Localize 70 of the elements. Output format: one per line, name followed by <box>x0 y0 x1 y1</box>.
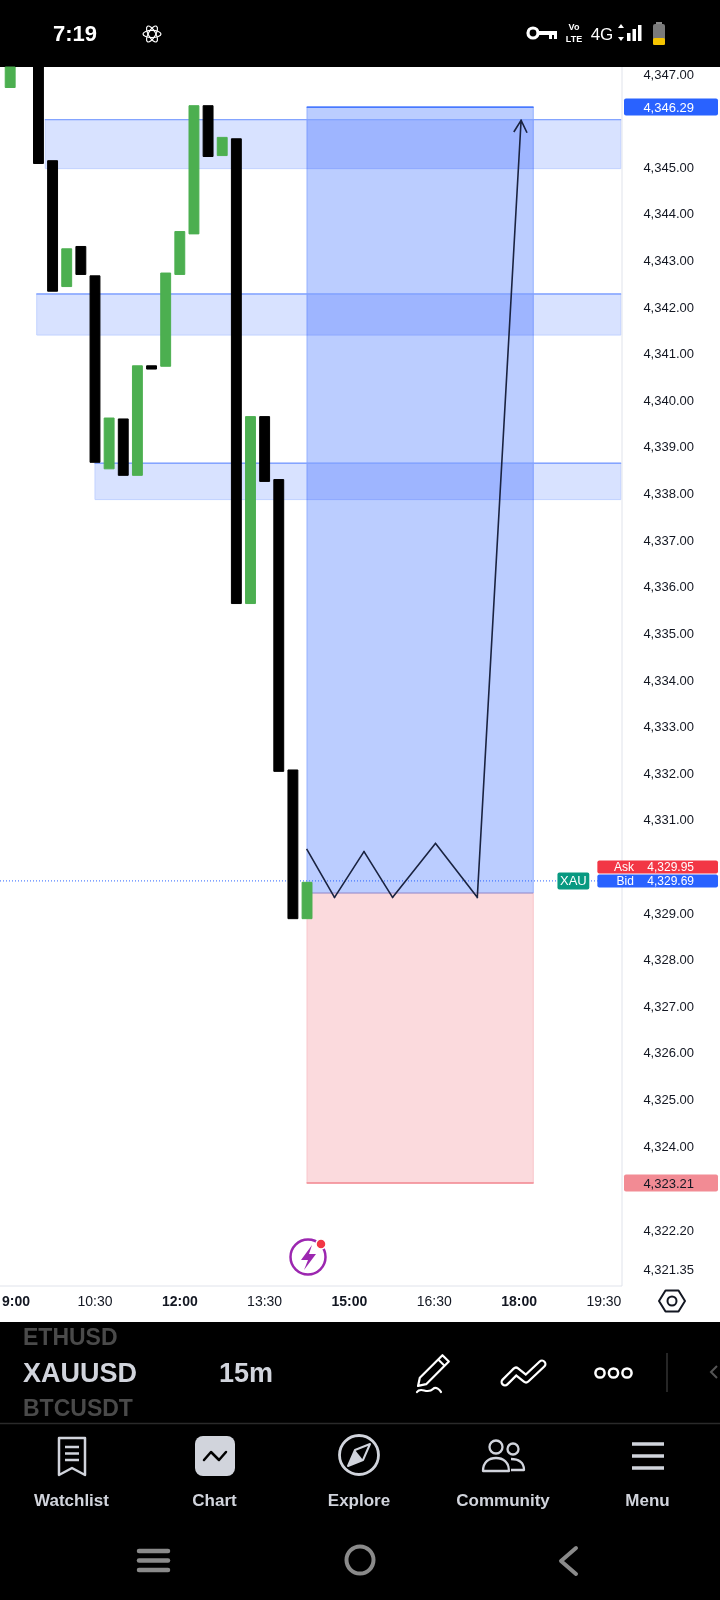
x-tick-label: 10:30 <box>77 1292 113 1309</box>
x-tick-label: 16:30 <box>416 1292 452 1309</box>
y-tick-label: 4,323.21 <box>643 1175 694 1191</box>
candlestick <box>273 479 285 772</box>
ref-line-label: Bid 4,329.69 <box>616 874 695 889</box>
annotation: Ask 4,329.95 <box>613 860 695 875</box>
y-tick-label: 4,347.00 <box>643 66 694 82</box>
annotation: XAU <box>560 873 587 889</box>
text: 7:19 <box>53 20 98 46</box>
y-tick-label: 4,325.00 <box>643 1092 694 1108</box>
y-tick-label: 4,328.00 <box>643 952 694 968</box>
candlestick <box>287 769 299 920</box>
candlestick <box>216 136 228 157</box>
y-tick-label: 4,334.00 <box>643 672 694 688</box>
x-tick-label: 13:30 <box>247 1292 283 1309</box>
y-tick-label: 4,340.00 <box>643 392 694 408</box>
candlestick <box>174 231 186 275</box>
y-tick-label: 4,326.00 <box>643 1045 694 1061</box>
candlestick <box>117 418 129 476</box>
text: Watchlist <box>34 1490 110 1510</box>
candlestick <box>61 248 73 288</box>
candlestick <box>301 881 313 920</box>
y-tick-label: 4,342.00 <box>643 299 694 315</box>
y-tick-label: 4,338.00 <box>643 486 694 502</box>
text: 4G <box>590 24 614 44</box>
x-tick-label: 15:00 <box>331 1292 368 1309</box>
candlestick <box>103 417 115 470</box>
y-tick-label: 4,333.00 <box>643 719 694 735</box>
candlestick <box>75 245 87 275</box>
y-tick-label: 4,324.00 <box>643 1138 694 1154</box>
text: Community <box>456 1490 551 1510</box>
candlestick <box>245 416 256 605</box>
text: ETHUSD <box>23 1324 118 1351</box>
y-tick-label: 4,321.35 <box>643 1262 694 1278</box>
text: Explore <box>327 1490 391 1510</box>
candlestick <box>4 66 16 89</box>
candlestick <box>259 416 271 482</box>
text: 15m <box>219 1358 274 1389</box>
y-tick-label: 4,331.00 <box>643 812 694 828</box>
y-tick-label: 4,343.00 <box>643 253 694 269</box>
y-tick-label: 4,327.00 <box>643 998 694 1014</box>
x-tick-label: 18:00 <box>501 1292 538 1309</box>
y-tick-label: 4,337.00 <box>643 532 694 548</box>
candlestick <box>188 105 200 235</box>
y-tick-label: 4,346.29 <box>643 99 694 115</box>
y-tick-label: 4,336.00 <box>643 579 694 595</box>
text: Vo <box>568 22 580 33</box>
y-tick-label: 4,339.00 <box>643 439 694 455</box>
candlestick <box>131 365 143 476</box>
y-tick-label: 4,332.00 <box>643 765 694 781</box>
y-tick-label: 4,329.00 <box>643 905 694 921</box>
text: XAUUSD <box>23 1358 138 1389</box>
y-tick-label: 4,322.20 <box>643 1222 694 1238</box>
candlestick <box>146 365 157 370</box>
candlestick <box>202 105 214 157</box>
x-tick-label: 12:00 <box>161 1292 198 1309</box>
y-tick-label: 4,344.00 <box>643 206 694 222</box>
y-tick-label: 4,345.00 <box>643 159 694 175</box>
candlestick <box>47 160 59 292</box>
text: Menu <box>625 1490 670 1510</box>
text: LTE <box>565 34 583 45</box>
candlestick <box>230 138 242 605</box>
x-tick-label: 19:30 <box>586 1292 622 1309</box>
text: BTCUSDT <box>23 1395 133 1422</box>
y-tick-label: 4,335.00 <box>643 625 694 641</box>
x-tick-label: 9:00 <box>2 1292 31 1309</box>
y-tick-label: 4,341.00 <box>643 346 694 362</box>
candlestick <box>160 272 172 367</box>
text: Chart <box>192 1490 238 1510</box>
candlestick <box>89 275 101 463</box>
